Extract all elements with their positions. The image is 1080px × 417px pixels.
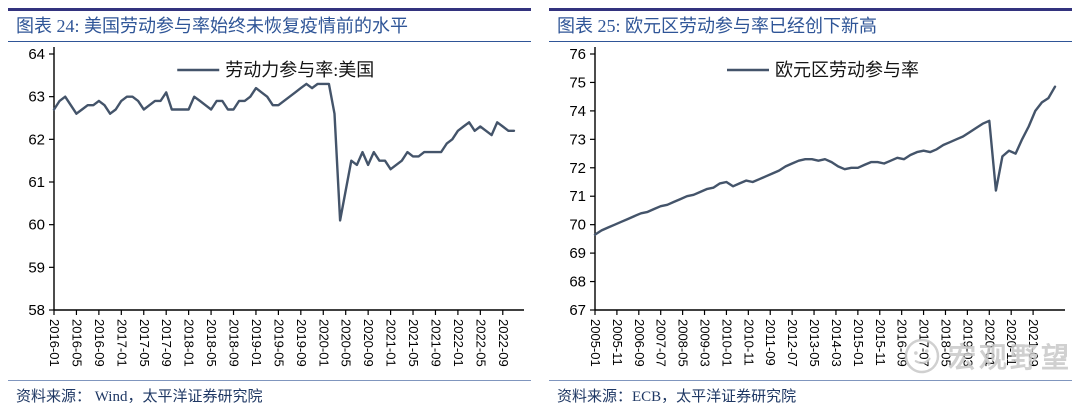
- svg-text:72: 72: [569, 160, 586, 177]
- svg-text:2016-09: 2016-09: [895, 319, 910, 367]
- svg-text:2021-09: 2021-09: [1026, 319, 1041, 367]
- svg-text:2010-01: 2010-01: [719, 319, 734, 367]
- eurozone-participation-chart: 67 68 69 70 71 72 73 74 75 76 2005-01 2005-11 2006-0…: [569, 46, 1065, 367]
- svg-text:2005-11: 2005-11: [610, 319, 625, 366]
- svg-text:2019-01: 2019-01: [249, 319, 264, 367]
- svg-text:2014-03: 2014-03: [829, 319, 844, 367]
- svg-text:2020-05: 2020-05: [339, 319, 354, 367]
- svg-text:2022-09: 2022-09: [496, 319, 511, 367]
- svg-text:2020-11: 2020-11: [1004, 319, 1019, 366]
- svg-text:2020-01: 2020-01: [316, 319, 331, 367]
- svg-text:75: 75: [569, 74, 586, 91]
- svg-text:76: 76: [569, 46, 586, 63]
- svg-text:2021-05: 2021-05: [406, 319, 421, 367]
- us-chart-area: 58 59 60 61 62 63 64 2016-01 2016-05 2016-09 2017-…: [8, 42, 531, 380]
- svg-text:劳动力参与率:美国: 劳动力参与率:美国: [225, 60, 374, 80]
- svg-text:70: 70: [569, 217, 586, 234]
- svg-text:74: 74: [569, 103, 586, 120]
- svg-text:2005-01: 2005-01: [588, 319, 603, 367]
- svg-text:2016-05: 2016-05: [69, 319, 84, 367]
- svg-text:2013-05: 2013-05: [807, 319, 822, 367]
- svg-text:2007-07: 2007-07: [654, 319, 669, 367]
- svg-text:2016-01: 2016-01: [47, 319, 62, 367]
- svg-text:2020-01: 2020-01: [982, 319, 997, 367]
- svg-text:67: 67: [569, 302, 586, 319]
- svg-text:62: 62: [28, 131, 45, 148]
- svg-text:2021-01: 2021-01: [384, 319, 399, 367]
- svg-text:61: 61: [28, 174, 45, 191]
- figure-panel-eurozone: 图表 25: 欧元区劳动参与率已经创下新高 67 68 69 70 71 72 73 74 75…: [549, 8, 1072, 417]
- svg-text:69: 69: [569, 245, 586, 262]
- svg-text:2017-05: 2017-05: [137, 319, 152, 367]
- panel-top-rule: [8, 8, 531, 11]
- figure-panel-us: 图表 24: 美国劳动参与率始终未恢复疫情前的水平 58 59 60 61 62 63 64…: [8, 8, 531, 417]
- svg-text:2017-07: 2017-07: [917, 319, 932, 367]
- us-participation-chart: 58 59 60 61 62 63 64 2016-01 2016-05 2016-09 2017-…: [28, 46, 524, 367]
- source-note: 资料来源： Wind，太平洋证券研究院: [8, 380, 531, 406]
- svg-text:59: 59: [28, 259, 45, 276]
- svg-text:2009-03: 2009-03: [698, 319, 713, 367]
- svg-text:2018-05: 2018-05: [938, 319, 953, 367]
- svg-text:2019-03: 2019-03: [960, 319, 975, 367]
- svg-text:68: 68: [569, 274, 586, 291]
- svg-text:64: 64: [28, 46, 45, 63]
- svg-text:2017-01: 2017-01: [114, 319, 129, 367]
- svg-text:2020-09: 2020-09: [361, 319, 376, 367]
- eurozone-chart-area: 67 68 69 70 71 72 73 74 75 76 2005-01 2005-11 2006-0…: [549, 42, 1072, 380]
- figure-title: 图表 25: 欧元区劳动参与率已经创下新高: [549, 11, 1072, 42]
- svg-text:2022-05: 2022-05: [473, 319, 488, 367]
- svg-text:2018-01: 2018-01: [182, 319, 197, 367]
- svg-text:2010-11: 2010-11: [741, 319, 756, 366]
- svg-text:58: 58: [28, 302, 45, 319]
- svg-text:2015-11: 2015-11: [873, 319, 888, 366]
- svg-text:2016-09: 2016-09: [92, 319, 107, 367]
- svg-text:2012-07: 2012-07: [785, 319, 800, 367]
- source-note: 资料来源：ECB，太平洋证券研究院: [549, 380, 1072, 406]
- svg-text:2015-01: 2015-01: [851, 319, 866, 367]
- svg-text:2021-09: 2021-09: [428, 319, 443, 367]
- svg-text:2019-05: 2019-05: [271, 319, 286, 367]
- svg-text:71: 71: [569, 188, 586, 205]
- svg-text:2018-05: 2018-05: [204, 319, 219, 367]
- svg-text:欧元区劳动参与率: 欧元区劳动参与率: [775, 60, 919, 80]
- panel-top-rule: [549, 8, 1072, 11]
- svg-text:2011-09: 2011-09: [763, 319, 778, 366]
- svg-text:2008-05: 2008-05: [676, 319, 691, 367]
- svg-text:2017-09: 2017-09: [159, 319, 174, 367]
- svg-text:73: 73: [569, 131, 586, 148]
- svg-text:63: 63: [28, 89, 45, 106]
- svg-text:2018-09: 2018-09: [227, 319, 242, 367]
- svg-text:2006-09: 2006-09: [632, 319, 647, 367]
- figure-title: 图表 24: 美国劳动参与率始终未恢复疫情前的水平: [8, 11, 531, 42]
- svg-text:60: 60: [28, 217, 45, 234]
- svg-text:2019-09: 2019-09: [294, 319, 309, 367]
- svg-text:2022-01: 2022-01: [451, 319, 466, 367]
